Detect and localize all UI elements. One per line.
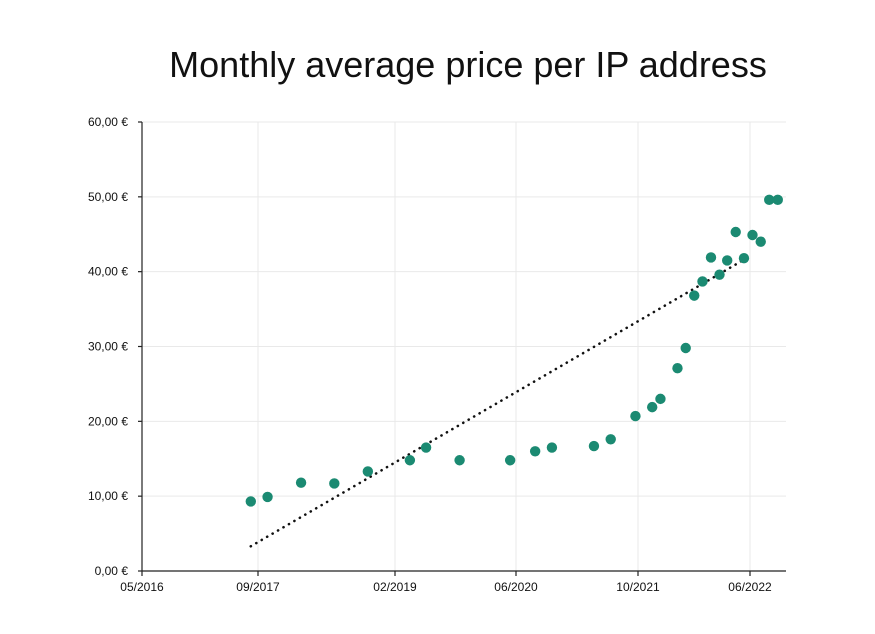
data-point — [605, 434, 616, 445]
data-point — [646, 401, 658, 413]
chart-title: Monthly average price per IP address — [169, 44, 767, 85]
y-tick-label: 20,00 € — [88, 414, 128, 428]
data-point — [245, 496, 256, 507]
data-point — [546, 442, 558, 453]
data-point — [689, 290, 700, 301]
x-tick-label: 02/2019 — [373, 580, 417, 594]
data-point — [714, 269, 725, 280]
y-axis-ticks: 0,00 € 10,00 € 20,00 € 30,00 € 40,00 € 50,00 … — [88, 115, 142, 578]
data-point — [504, 455, 516, 466]
data-point — [454, 455, 465, 466]
grid-lines — [142, 121, 786, 571]
x-tick-label: 09/2017 — [236, 580, 280, 594]
x-tick-label: 05/2016 — [120, 580, 164, 594]
data-point — [655, 393, 666, 405]
data-point — [764, 194, 775, 206]
data-point — [420, 442, 432, 453]
data-point — [705, 252, 717, 263]
data-point — [747, 229, 758, 241]
data-point — [588, 440, 600, 452]
data-point — [680, 342, 691, 354]
data-point — [404, 455, 416, 466]
data-point — [630, 410, 641, 422]
trendline — [249, 258, 746, 548]
data-point — [529, 446, 541, 457]
x-tick-label: 06/2020 — [494, 580, 538, 594]
y-tick-label: 30,00 € — [88, 340, 128, 354]
data-point — [362, 466, 374, 477]
trendline-path — [249, 258, 746, 548]
data-point — [329, 478, 340, 489]
x-tick-label: 10/2021 — [616, 580, 660, 594]
data-point — [738, 252, 750, 264]
y-tick-label: 0,00 € — [95, 564, 129, 578]
data-point — [295, 477, 307, 488]
y-tick-label: 10,00 € — [88, 489, 128, 503]
y-tick-label: 40,00 € — [88, 265, 128, 279]
data-point — [755, 236, 766, 247]
y-tick-label: 50,00 € — [88, 190, 128, 204]
data-point — [730, 226, 741, 238]
data-points — [245, 194, 783, 507]
x-axis-ticks: 05/2016 09/2017 02/2019 06/2020 10/2021 06/20… — [120, 571, 772, 594]
data-point — [697, 276, 708, 287]
data-point — [722, 255, 733, 266]
data-point — [672, 363, 683, 374]
data-point — [772, 194, 783, 206]
data-point — [262, 491, 273, 503]
x-tick-label: 06/2022 — [728, 580, 772, 594]
y-tick-label: 60,00 € — [88, 115, 128, 129]
